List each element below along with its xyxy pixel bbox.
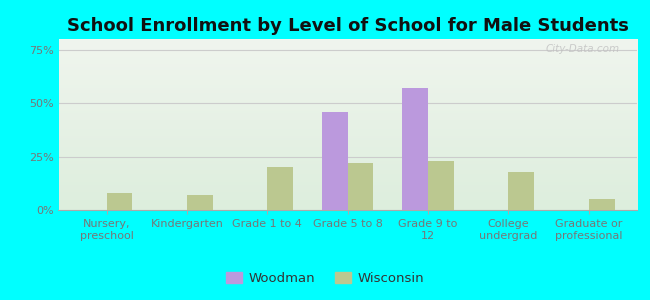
Bar — [428, 161, 454, 210]
Bar — [322, 112, 348, 210]
Title: School Enrollment by Level of School for Male Students: School Enrollment by Level of School for… — [67, 17, 629, 35]
Text: City-Data.com: City-Data.com — [545, 44, 619, 54]
Bar — [402, 88, 428, 210]
Legend: Woodman, Wisconsin: Woodman, Wisconsin — [221, 267, 429, 290]
Bar — [348, 163, 374, 210]
Bar — [267, 167, 293, 210]
Bar — [508, 172, 534, 210]
Bar — [589, 199, 614, 210]
Bar — [187, 195, 213, 210]
Bar — [107, 193, 133, 210]
